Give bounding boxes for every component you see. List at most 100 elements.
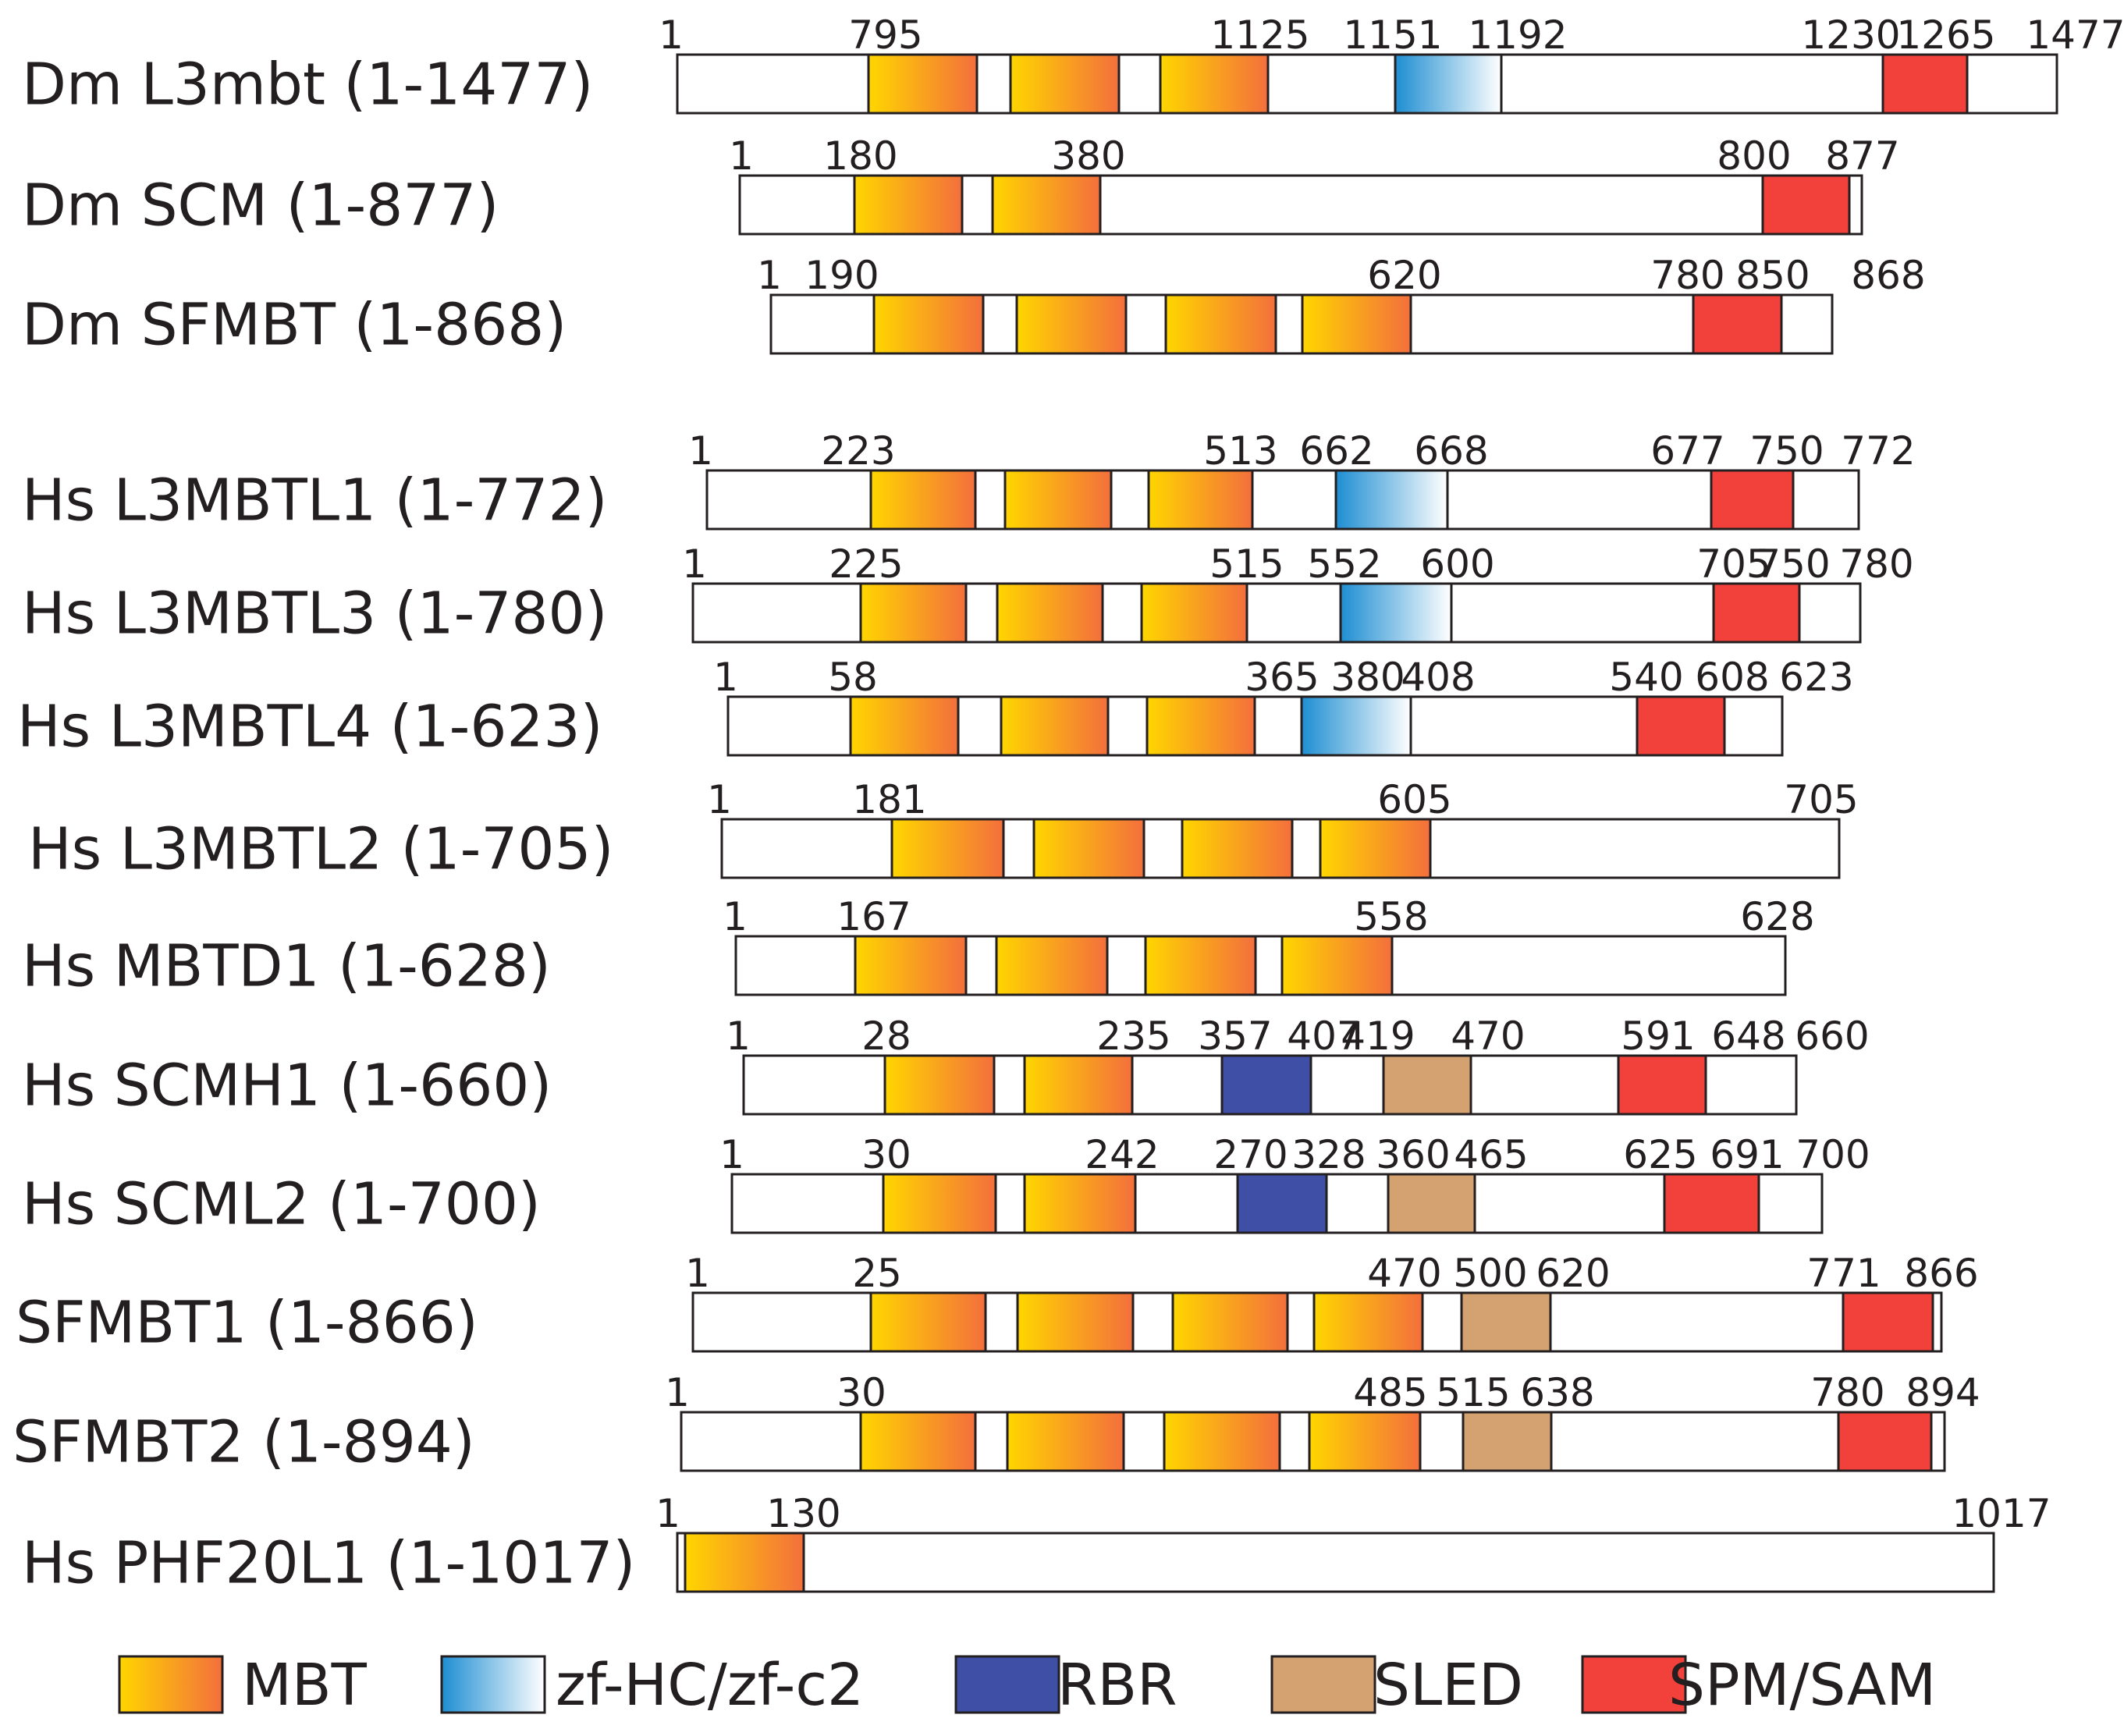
protein-row: Hs PHF20L1 (1-1017) 1 130 1017 (22, 1491, 2051, 1597)
residue-number: 772 (1841, 428, 1915, 474)
zf-domain (1300, 695, 1412, 757)
mbt-domain (996, 582, 1104, 644)
residue-number: 620 (1367, 253, 1441, 298)
mbt-domain (869, 1291, 987, 1353)
legend-swatch (1581, 1655, 1687, 1714)
spm-domain (1617, 1054, 1707, 1116)
mbt-domain (869, 469, 977, 531)
mbt-domain (1145, 695, 1256, 757)
mbt-domain (1319, 818, 1432, 879)
residue-number: 1477 (2026, 12, 2124, 58)
mbt-domain (849, 695, 960, 757)
legend: MBT zf-HC/zf-c2 RBR SLED SPM/SAM (118, 1652, 1936, 1719)
spm-domain (1710, 469, 1795, 531)
protein-label: Hs PHF20L1 (1-1017) (22, 1530, 635, 1597)
residue-number: 242 (1085, 1132, 1159, 1177)
mbt-domain (1301, 293, 1412, 355)
sled-domain (1462, 1411, 1553, 1472)
residue-number: 235 (1096, 1014, 1170, 1059)
residue-number: 485 (1353, 1370, 1427, 1415)
residue-number: 795 (848, 12, 922, 58)
mbt-domain (1163, 1411, 1281, 1472)
protein-row: Hs L3MBTL1 (1-772) 1 223 513 662 668 677 750 772 (22, 428, 1916, 534)
spm-domain (1761, 174, 1851, 236)
protein-row: Dm SCM (1-877) 1 180 380 800 877 (22, 133, 1900, 240)
residue-number: 28 (861, 1014, 911, 1059)
residue-number: 668 (1414, 428, 1488, 474)
mbt-domain (1023, 1173, 1137, 1234)
protein-backbone (676, 1532, 1995, 1593)
residue-number: 328 (1291, 1132, 1366, 1177)
mbt-domain (1144, 935, 1257, 996)
residue-number: 130 (766, 1491, 840, 1536)
mbt-domain (1009, 53, 1121, 115)
mbt-domain (859, 1411, 977, 1472)
legend-item: SLED (1270, 1652, 1523, 1719)
mbt-domain (854, 935, 968, 996)
spm-domain (1842, 1291, 1934, 1353)
residue-number: 357 (1198, 1014, 1272, 1059)
residue-number: 365 (1245, 655, 1319, 700)
zf-domain (1339, 582, 1453, 644)
residue-number: 1 (723, 894, 748, 939)
rbr-domain (1236, 1173, 1328, 1234)
residue-number: 465 (1454, 1132, 1528, 1177)
protein-row: SFMBT2 (1-894) 1 30 485 515 638 780 894 (12, 1370, 1980, 1476)
protein-row: SFMBT1 (1-866) 1 25 470 500 620 771 866 (16, 1251, 1979, 1357)
legend-item: MBT (118, 1652, 368, 1719)
residue-number: 515 (1209, 541, 1284, 587)
mbt-domain (1003, 469, 1113, 531)
residue-number: 270 (1213, 1132, 1288, 1177)
residue-number: 1125 (1210, 12, 1309, 58)
residue-number: 1 (726, 1014, 751, 1059)
mbt-domain (1023, 1054, 1134, 1116)
mbt-domain (1312, 1291, 1424, 1353)
protein-row: Hs MBTD1 (1-628) 1 167 558 628 (22, 894, 1815, 1000)
residue-number: 780 (1650, 253, 1724, 298)
residue-number: 407 (1287, 1014, 1361, 1059)
residue-number: 780 (1839, 541, 1913, 587)
residue-number: 408 (1401, 655, 1475, 700)
mbt-domain (867, 53, 979, 115)
residue-number: 750 (1749, 428, 1824, 474)
residue-number: 30 (861, 1132, 911, 1177)
protein-label: Dm SFMBT (1-868) (22, 292, 567, 359)
residue-number: 1 (729, 133, 754, 179)
residue-number: 470 (1451, 1014, 1525, 1059)
legend-swatch (1270, 1655, 1376, 1714)
mbt-domain (991, 174, 1102, 236)
residue-number: 380 (1051, 133, 1125, 179)
residue-number: 625 (1623, 1132, 1697, 1177)
residue-number: 868 (1851, 253, 1925, 298)
protein-label: Dm L3mbt (1-1477) (22, 51, 593, 119)
residue-number: 540 (1609, 655, 1683, 700)
residue-number: 1151 (1343, 12, 1442, 58)
residue-number: 181 (852, 777, 926, 822)
protein-label: SFMBT1 (1-866) (16, 1290, 478, 1357)
residue-number: 552 (1307, 541, 1381, 587)
mbt-domain (882, 1173, 997, 1234)
mbt-domain (883, 1054, 996, 1116)
residue-number: 1 (655, 1491, 680, 1536)
mbt-domain (1164, 293, 1277, 355)
residue-number: 660 (1795, 1014, 1869, 1059)
residue-number: 780 (1810, 1370, 1884, 1415)
residue-number: 1 (659, 12, 684, 58)
legend-label: SPM/SAM (1668, 1652, 1936, 1719)
mbt-domain (1006, 1411, 1125, 1472)
protein-label: Hs SCML2 (1-700) (22, 1171, 541, 1238)
spm-domain (1692, 293, 1783, 355)
spm-domain (1837, 1411, 1933, 1472)
spm-domain (1712, 582, 1801, 644)
legend-item: RBR (954, 1652, 1177, 1719)
legend-swatch (954, 1655, 1060, 1714)
protein-label: Hs L3MBTL3 (1-780) (22, 580, 607, 648)
residue-number: 167 (836, 894, 911, 939)
residue-number: 1 (685, 1251, 710, 1296)
residue-number: 1 (707, 777, 732, 822)
protein-label: SFMBT2 (1-894) (12, 1409, 475, 1476)
residue-number: 360 (1376, 1132, 1450, 1177)
residue-number: 750 (1756, 541, 1830, 587)
